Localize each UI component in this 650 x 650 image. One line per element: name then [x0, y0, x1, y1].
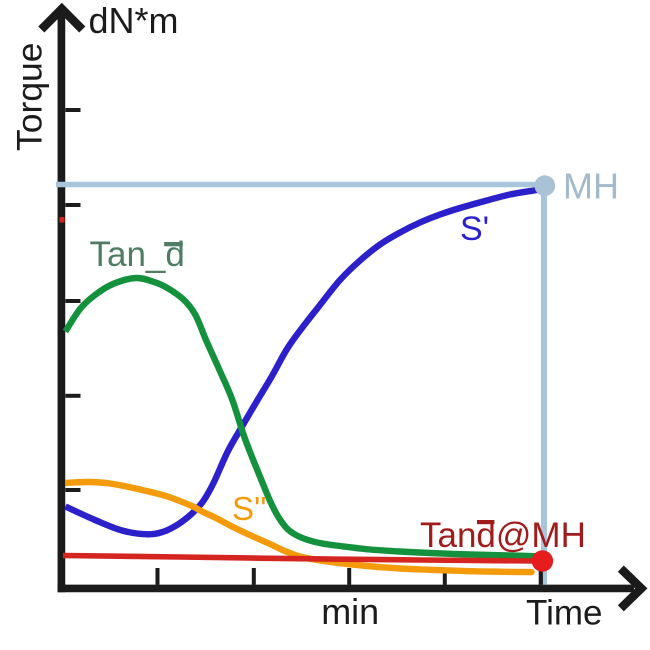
svg-text:MH: MH — [563, 166, 619, 207]
svg-text:Time: Time — [526, 594, 602, 633]
svg-text:Tan_d: Tan_d — [90, 235, 185, 274]
svg-text:S'': S'' — [232, 490, 267, 527]
svg-text:Tand@MH: Tand@MH — [420, 516, 586, 555]
svg-text:S': S' — [460, 210, 489, 248]
svg-text:dN*m: dN*m — [89, 0, 179, 41]
svg-text:Torque: Torque — [10, 42, 50, 151]
svg-text:min: min — [321, 591, 379, 632]
